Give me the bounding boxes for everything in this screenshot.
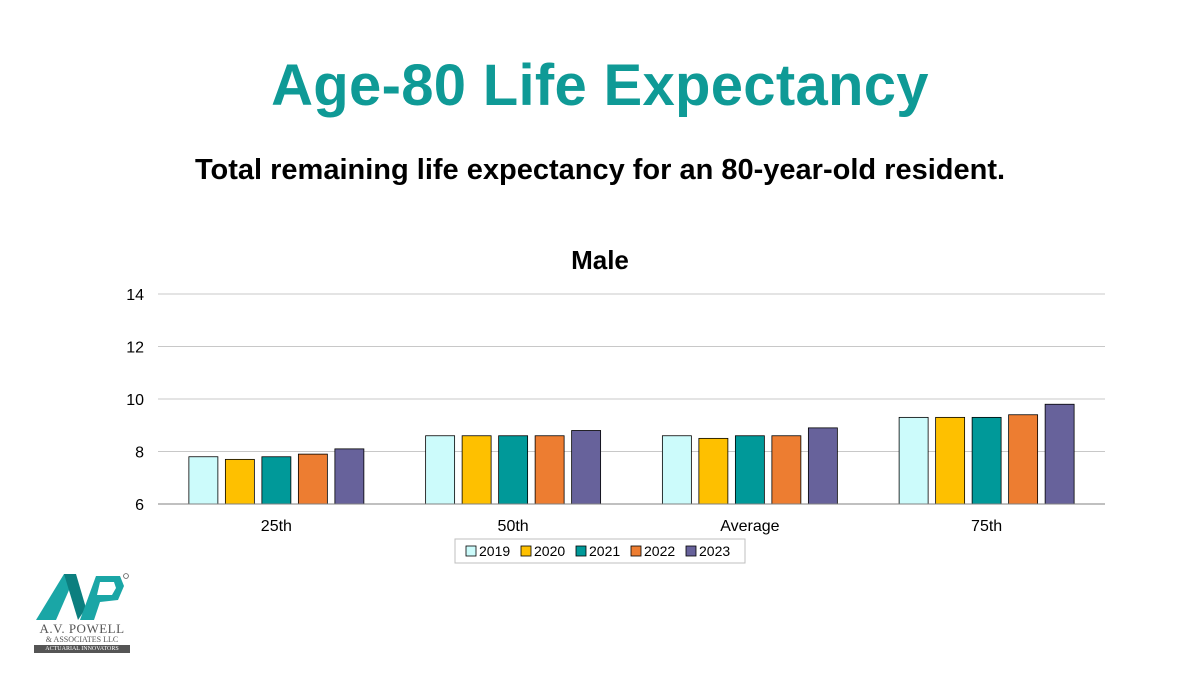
slide-title: Age-80 Life Expectancy: [271, 53, 929, 118]
legend-label: 2021: [589, 543, 620, 559]
bar-2022-average: [771, 435, 802, 505]
chart-legend: 2019 2020 2021 2022 2023: [454, 538, 746, 564]
bar-2019-50th: [425, 435, 456, 505]
slide-subtitle: Total remaining life expectancy for an 8…: [194, 154, 1006, 186]
bar-2023-average: [807, 427, 838, 505]
y-tick-label: 6: [135, 497, 144, 514]
legend-label: 2020: [534, 543, 565, 559]
bar-2020-25th: [224, 458, 255, 505]
x-tick-label: 50th: [498, 518, 529, 535]
bar-2020-average: [698, 437, 729, 505]
x-tick-label: 75th: [971, 518, 1002, 535]
legend-box: [454, 538, 746, 564]
legend-swatch-2021: [575, 545, 587, 557]
x-tick-label: Average: [720, 518, 779, 535]
legend-label: 2022: [644, 543, 675, 559]
company-logo: A.V. POWELL & ASSOCIATES LLC ACTUARIAL I…: [34, 572, 130, 656]
bar-2022-50th: [534, 435, 565, 505]
legend-label: 2023: [699, 543, 730, 559]
logo-name: A.V. POWELL: [39, 621, 125, 636]
bar-2019-average: [661, 435, 692, 505]
bar-2022-75th: [1008, 414, 1039, 505]
chart-title: Male: [571, 245, 629, 275]
legend-label: 2019: [479, 543, 510, 559]
bar-2020-75th: [935, 416, 966, 505]
logo-mark-icon: [36, 573, 129, 620]
bar-2021-50th: [498, 435, 529, 505]
legend-swatch-2023: [685, 545, 697, 557]
y-tick-label: 12: [126, 340, 144, 357]
legend-swatch-2022: [630, 545, 642, 557]
bar-2019-75th: [898, 416, 929, 505]
bar-2021-75th: [971, 416, 1002, 505]
bar-2022-25th: [297, 453, 328, 505]
bar-2019-25th: [188, 456, 219, 505]
y-tick-label: 10: [126, 392, 144, 409]
bar-2020-50th: [461, 435, 492, 505]
logo-line-2: & ASSOCIATES LLC: [45, 635, 119, 644]
legend-swatch-2019: [465, 545, 477, 557]
bar-2023-75th: [1044, 403, 1075, 505]
legend-swatch-2020: [520, 545, 532, 557]
y-tick-label: 8: [135, 445, 144, 462]
logo-tagline: ACTUARIAL INNOVATORS: [34, 645, 130, 653]
bar-2023-25th: [334, 448, 365, 505]
bar-2023-50th: [571, 430, 602, 505]
y-tick-label: 14: [126, 287, 144, 304]
bar-2021-average: [734, 435, 765, 505]
x-tick-label: 25th: [261, 518, 292, 535]
bar-2021-25th: [261, 456, 292, 505]
